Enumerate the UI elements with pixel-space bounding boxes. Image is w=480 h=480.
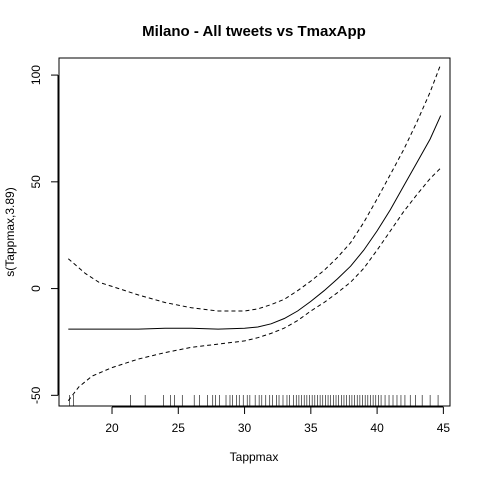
estimate-line: [68, 115, 442, 330]
x-tick-label: 35: [304, 421, 318, 435]
plot-frame: [58, 57, 451, 407]
x-axis-label: Tappmax: [230, 450, 279, 464]
x-tick-label: 45: [437, 421, 451, 435]
series-lines: [67, 64, 442, 402]
x-tick-label: 25: [172, 421, 186, 435]
x-axis: 20 25 30 35 40 45: [105, 406, 451, 435]
x-tick-label: 40: [370, 421, 384, 435]
y-tick-label: -50: [29, 386, 43, 404]
y-axis-label: s(Tappmax,3.89): [3, 187, 17, 276]
rug-marks: [69, 395, 439, 406]
lower-line: [67, 167, 442, 402]
y-tick-label: 0: [29, 285, 43, 292]
chart-title: Milano - All tweets vs TmaxApp: [142, 23, 366, 40]
y-tick-label: 100: [29, 65, 43, 85]
x-tick-label: 30: [238, 421, 252, 435]
upper-line: [67, 64, 442, 312]
x-tick-label: 20: [105, 421, 119, 435]
y-axis: -50 0 50 100: [29, 65, 59, 404]
y-tick-label: 50: [29, 175, 43, 189]
